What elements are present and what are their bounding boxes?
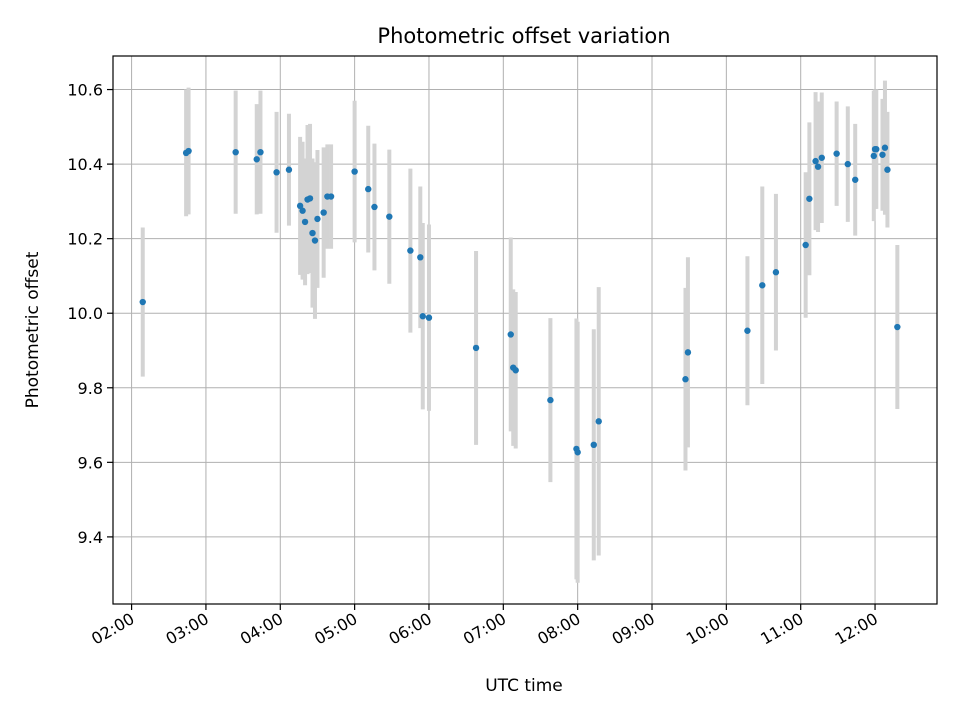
- y-tick-label: 10.2: [67, 230, 103, 249]
- data-point: [818, 154, 825, 161]
- data-point: [744, 327, 751, 334]
- data-point: [299, 207, 306, 214]
- data-point: [185, 147, 192, 155]
- data-point: [425, 314, 433, 321]
- data-point: [309, 229, 316, 237]
- data-point: [507, 331, 514, 338]
- x-tick-label: 11:00: [757, 609, 806, 649]
- data-point: [884, 166, 891, 173]
- data-point: [472, 344, 480, 352]
- y-tick-label: 10.4: [67, 155, 103, 174]
- data-point: [844, 160, 851, 168]
- data-point: [547, 396, 554, 404]
- data-point: [870, 152, 878, 160]
- chart-title: Photometric offset variation: [377, 24, 670, 48]
- data-point: [314, 215, 321, 223]
- x-tick-label: 07:00: [460, 609, 509, 649]
- data-point: [812, 157, 819, 165]
- data-point: [306, 195, 314, 202]
- data-point: [595, 418, 602, 425]
- x-tick-label: 09:00: [609, 609, 658, 649]
- x-axis-label: UTC time: [485, 676, 563, 696]
- x-tick-label: 04:00: [237, 609, 286, 649]
- data-point: [881, 144, 889, 151]
- x-tick-label: 10:00: [683, 609, 732, 649]
- data-point: [311, 237, 319, 244]
- data-point: [351, 168, 358, 175]
- data-point: [273, 169, 280, 176]
- data-point: [814, 163, 822, 170]
- x-tick-label: 06:00: [386, 609, 435, 649]
- plot-frame: [112, 55, 938, 605]
- data-point: [772, 269, 780, 276]
- data-point: [371, 203, 378, 211]
- y-tick-label: 10.0: [67, 304, 103, 323]
- error-bars: [140, 80, 900, 583]
- data-point: [682, 376, 689, 383]
- y-tick-label: 9.4: [78, 528, 103, 547]
- data-point: [301, 218, 309, 226]
- x-tick-label: 02:00: [88, 609, 137, 649]
- data-points: [139, 144, 901, 456]
- data-point: [873, 145, 880, 153]
- data-point: [806, 195, 813, 202]
- data-point: [879, 151, 886, 158]
- data-point: [285, 166, 293, 173]
- data-point: [407, 247, 414, 254]
- y-tick-label: 9.8: [78, 379, 103, 398]
- data-point: [759, 282, 766, 289]
- data-point: [512, 367, 519, 374]
- data-point: [296, 202, 304, 210]
- y-tick-label: 9.6: [78, 453, 103, 472]
- data-point: [257, 148, 264, 156]
- data-point: [139, 298, 146, 306]
- data-point: [327, 193, 335, 200]
- data-point: [590, 441, 597, 449]
- y-axis-label: Photometric offset: [23, 251, 43, 408]
- data-point: [419, 313, 426, 320]
- x-tick-label: 03:00: [163, 609, 212, 649]
- data-point: [802, 241, 809, 249]
- data-point: [852, 176, 859, 183]
- data-point: [684, 349, 692, 356]
- y-tick-label: 10.6: [67, 81, 103, 100]
- data-point: [253, 156, 260, 163]
- data-point: [320, 209, 327, 216]
- data-point: [894, 323, 901, 331]
- x-tick-label: 08:00: [534, 609, 583, 649]
- data-point: [833, 150, 840, 157]
- data-point: [232, 148, 239, 156]
- data-point: [417, 254, 424, 261]
- x-tick-label: 12:00: [832, 609, 881, 649]
- data-point: [365, 185, 372, 193]
- data-point: [386, 213, 393, 220]
- data-point: [574, 449, 581, 456]
- x-tick-label: 05:00: [311, 609, 360, 649]
